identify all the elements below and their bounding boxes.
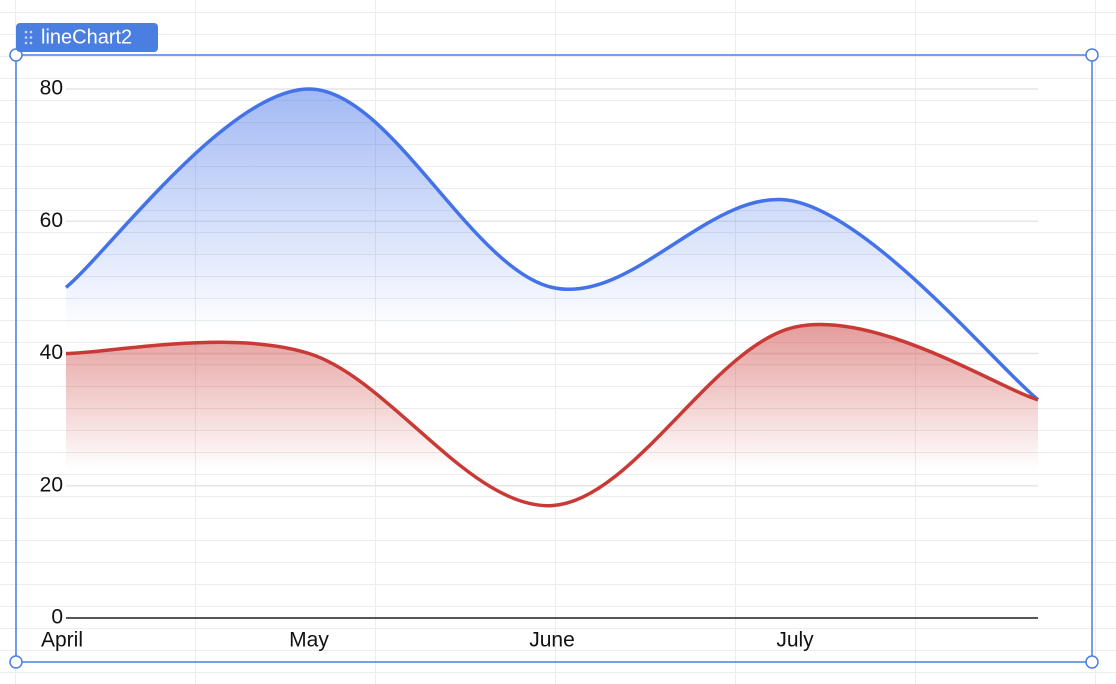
resize-handle[interactable] [9, 48, 23, 62]
x-tick-label: June [529, 629, 575, 652]
selection-box[interactable] [15, 54, 1093, 663]
x-tick-label: April [41, 629, 83, 652]
plot: 0 20 40 60 80 April May June July [40, 77, 1040, 652]
y-tick-label: 0 [51, 606, 63, 629]
widget-label: lineChart2 [41, 26, 132, 48]
widget-tag[interactable] [16, 23, 158, 52]
x-tick-label: May [289, 629, 329, 652]
x-tick-label: July [776, 629, 814, 652]
line [65, 322, 1039, 508]
y-tick-label: 60 [40, 209, 63, 232]
y-tick-label: 80 [40, 77, 63, 100]
y-tick-label: 40 [40, 341, 63, 364]
resize-handle[interactable] [1085, 655, 1099, 669]
line [64, 87, 1040, 402]
y-tick-label: 20 [40, 473, 63, 496]
drag-icon[interactable] [24, 30, 33, 45]
area [66, 324, 1038, 618]
resize-handle[interactable] [9, 655, 23, 669]
resize-handle[interactable] [1085, 48, 1099, 62]
